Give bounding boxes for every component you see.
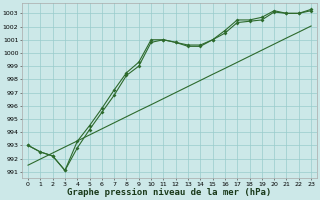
X-axis label: Graphe pression niveau de la mer (hPa): Graphe pression niveau de la mer (hPa) [68, 188, 272, 197]
